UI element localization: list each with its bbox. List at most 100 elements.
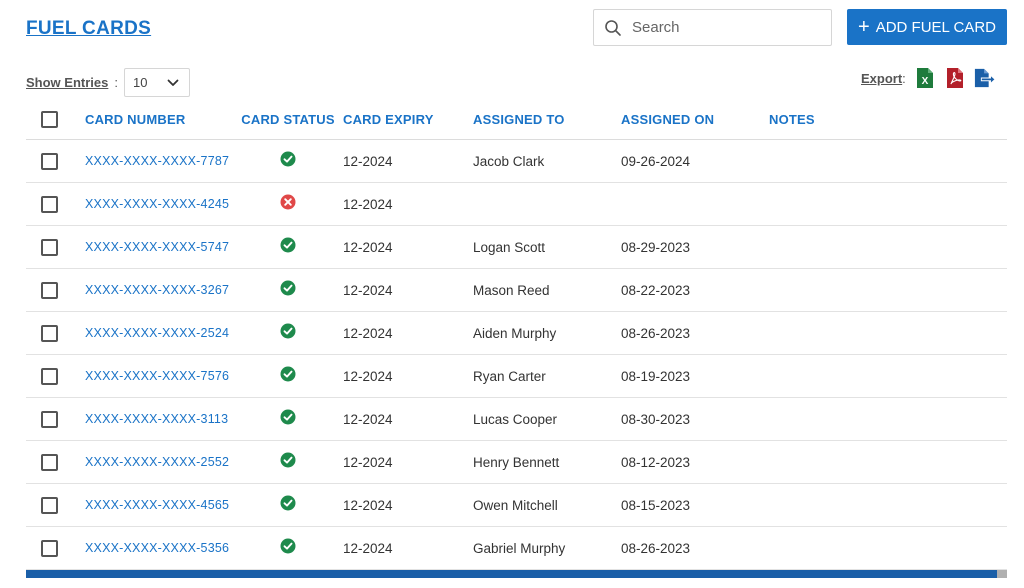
table-row[interactable]: XXXX-XXXX-XXXX-7787 12-2024 Jacob Clark 09-… xyxy=(26,140,1007,183)
card-expiry: 12-2024 xyxy=(343,325,393,341)
row-checkbox[interactable] xyxy=(41,539,58,557)
card-number-link[interactable]: XXXX-XXXX-XXXX-3267 xyxy=(85,283,230,297)
card-number-link[interactable]: XXXX-XXXX-XXXX-7576 xyxy=(85,369,230,383)
export-separator: : xyxy=(902,70,906,86)
search-input[interactable] xyxy=(632,10,831,45)
column-header-assigned-to[interactable]: ASSIGNED TO xyxy=(473,112,565,127)
show-entries-separator: : xyxy=(114,75,118,90)
card-number-link[interactable]: XXXX-XXXX-XXXX-5747 xyxy=(85,240,230,254)
row-checkbox[interactable] xyxy=(41,281,58,299)
search-icon xyxy=(594,10,632,45)
card-expiry: 12-2024 xyxy=(343,497,393,513)
export-toolbar: Export: X xyxy=(861,66,996,90)
card-number-link[interactable]: XXXX-XXXX-XXXX-2524 xyxy=(85,326,230,340)
assigned-on: 08-15-2023 xyxy=(621,497,691,513)
check-circle-icon xyxy=(280,452,296,473)
column-header-card-status[interactable]: CARD STATUS xyxy=(241,112,335,127)
excel-icon[interactable]: X xyxy=(914,66,936,90)
card-expiry: 12-2024 xyxy=(343,239,393,255)
check-circle-icon xyxy=(280,237,296,258)
assigned-to: Ryan Carter xyxy=(473,368,546,384)
horizontal-scrollbar[interactable] xyxy=(26,570,997,578)
assigned-to: Gabriel Murphy xyxy=(473,540,566,556)
card-number-link[interactable]: XXXX-XXXX-XXXX-4245 xyxy=(85,197,230,211)
check-circle-icon xyxy=(280,323,296,344)
page-title[interactable]: FUEL CARDS xyxy=(26,18,152,39)
check-circle-icon xyxy=(280,280,296,301)
assigned-on: 08-30-2023 xyxy=(621,411,691,427)
check-circle-icon xyxy=(280,151,296,172)
row-checkbox[interactable] xyxy=(41,152,58,170)
row-checkbox[interactable] xyxy=(41,324,58,342)
check-circle-icon xyxy=(280,495,296,516)
table-row[interactable]: XXXX-XXXX-XXXX-5356 12-2024 Gabriel Murphy… xyxy=(26,527,1007,570)
assigned-to: Aiden Murphy xyxy=(473,325,557,341)
svg-text:X: X xyxy=(921,76,928,87)
assigned-on: 08-12-2023 xyxy=(621,454,691,470)
export-label: Export xyxy=(861,70,903,86)
table-header: CARD NUMBER CARD STATUS CARD EXPIRY ASSI… xyxy=(26,100,1007,140)
show-entries-label: Show Entries xyxy=(26,75,109,90)
row-checkbox[interactable] xyxy=(41,238,58,256)
row-checkbox[interactable] xyxy=(41,195,58,213)
card-number-link[interactable]: XXXX-XXXX-XXXX-5356 xyxy=(85,541,230,555)
assigned-on: 08-19-2023 xyxy=(621,368,691,384)
check-circle-icon xyxy=(280,409,296,430)
assigned-to: Henry Bennett xyxy=(473,454,560,470)
export-file-icon[interactable] xyxy=(974,66,996,90)
assigned-to: Lucas Cooper xyxy=(473,411,558,427)
plus-icon: + xyxy=(858,16,870,38)
column-header-assigned-on[interactable]: ASSIGNED ON xyxy=(621,112,715,127)
card-expiry: 12-2024 xyxy=(343,540,393,556)
card-expiry: 12-2024 xyxy=(343,196,393,212)
card-expiry: 12-2024 xyxy=(343,411,393,427)
entries-select[interactable]: 10 xyxy=(123,68,190,97)
assigned-to: Mason Reed xyxy=(473,282,550,298)
select-all-checkbox[interactable] xyxy=(41,111,58,128)
card-number-link[interactable]: XXXX-XXXX-XXXX-7787 xyxy=(85,154,230,168)
row-checkbox[interactable] xyxy=(41,410,58,428)
row-checkbox[interactable] xyxy=(41,453,58,471)
add-fuel-card-button[interactable]: + ADD FUEL CARD xyxy=(847,9,1007,45)
assigned-on: 08-29-2023 xyxy=(621,239,691,255)
table-row[interactable]: XXXX-XXXX-XXXX-3113 12-2024 Lucas Cooper 08… xyxy=(26,398,1007,441)
row-checkbox[interactable] xyxy=(41,496,58,514)
card-number-link[interactable]: XXXX-XXXX-XXXX-2552 xyxy=(85,455,230,469)
fuel-cards-table: CARD NUMBER CARD STATUS CARD EXPIRY ASSI… xyxy=(26,100,1007,570)
table-body: XXXX-XXXX-XXXX-7787 12-2024 Jacob Clark 09-… xyxy=(26,140,1007,570)
scrollbar-end xyxy=(997,570,1007,578)
assigned-on: 08-26-2023 xyxy=(621,325,691,341)
column-header-notes[interactable]: NOTES xyxy=(769,112,815,127)
column-header-card-number[interactable]: CARD NUMBER xyxy=(85,112,186,127)
chevron-down-icon xyxy=(167,75,179,90)
assigned-to: Owen Mitchell xyxy=(473,497,558,513)
table-row[interactable]: XXXX-XXXX-XXXX-3267 12-2024 Mason Reed 08-2… xyxy=(26,269,1007,312)
add-fuel-card-label: ADD FUEL CARD xyxy=(875,18,996,36)
row-checkbox[interactable] xyxy=(41,367,58,385)
card-expiry: 12-2024 xyxy=(343,454,393,470)
column-header-card-expiry[interactable]: CARD EXPIRY xyxy=(343,112,434,127)
card-number-link[interactable]: XXXX-XXXX-XXXX-4565 xyxy=(85,498,230,512)
check-circle-icon xyxy=(280,538,296,559)
x-circle-icon xyxy=(280,194,296,215)
entries-select-value: 10 xyxy=(132,75,148,90)
table-row[interactable]: XXXX-XXXX-XXXX-2552 12-2024 Henry Bennett 0… xyxy=(26,441,1007,484)
check-circle-icon xyxy=(280,366,296,387)
pdf-icon[interactable] xyxy=(944,66,966,90)
show-entries: Show Entries : 10 xyxy=(26,68,190,97)
card-expiry: 12-2024 xyxy=(343,282,393,298)
card-expiry: 12-2024 xyxy=(343,368,393,384)
assigned-to: Logan Scott xyxy=(473,239,546,255)
card-expiry: 12-2024 xyxy=(343,153,393,169)
assigned-to: Jacob Clark xyxy=(473,153,545,169)
table-row[interactable]: XXXX-XXXX-XXXX-5747 12-2024 Logan Scott 08-… xyxy=(26,226,1007,269)
assigned-on: 08-22-2023 xyxy=(621,282,691,298)
table-row[interactable]: XXXX-XXXX-XXXX-4245 12-2024 xyxy=(26,183,1007,226)
table-row[interactable]: XXXX-XXXX-XXXX-2524 12-2024 Aiden Murphy 08… xyxy=(26,312,1007,355)
table-row[interactable]: XXXX-XXXX-XXXX-4565 12-2024 Owen Mitchell 0… xyxy=(26,484,1007,527)
assigned-on: 09-26-2024 xyxy=(621,153,691,169)
card-number-link[interactable]: XXXX-XXXX-XXXX-3113 xyxy=(85,412,229,426)
table-row[interactable]: XXXX-XXXX-XXXX-7576 12-2024 Ryan Carter 08-… xyxy=(26,355,1007,398)
search-box[interactable] xyxy=(593,9,832,46)
assigned-on: 08-26-2023 xyxy=(621,540,691,556)
